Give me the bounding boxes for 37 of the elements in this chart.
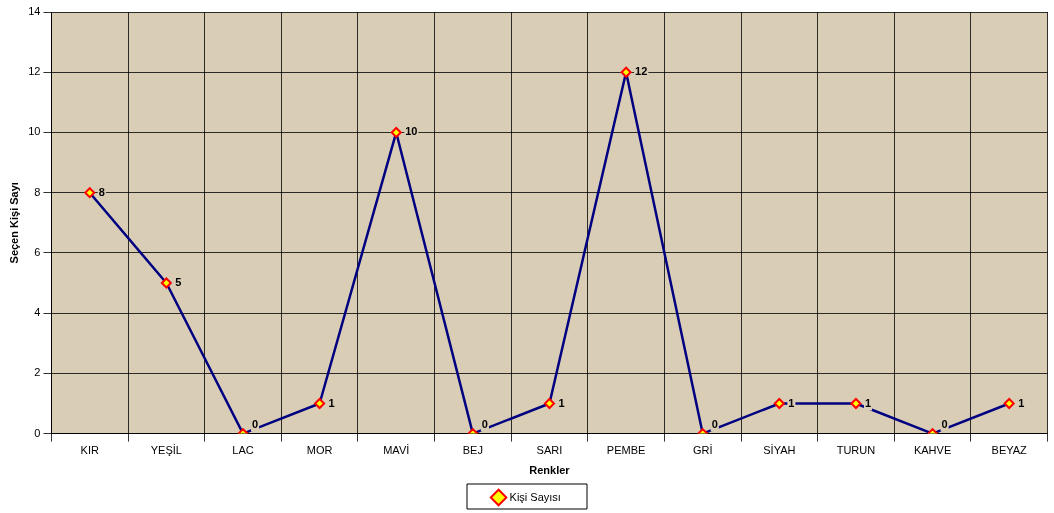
x-tick-label: YEŞİL — [150, 444, 182, 457]
data-label: 8 — [98, 185, 105, 198]
y-tick-label: 6 — [34, 245, 41, 258]
data-label: 0 — [711, 417, 718, 430]
data-label: 1 — [328, 396, 335, 409]
x-tick-label: KAHVE — [913, 444, 952, 457]
y-axis-title: Seçen Kişi Sayı — [7, 182, 20, 264]
data-label: 5 — [175, 276, 182, 289]
x-tick-label: BEYAZ — [991, 444, 1028, 457]
x-tick-label: SİYAH — [763, 444, 796, 457]
y-tick-label: 0 — [34, 426, 41, 439]
data-label: 1 — [864, 396, 872, 409]
legend-label: Kişi Sayısı — [509, 490, 561, 503]
y-tick-label: 2 — [34, 366, 41, 379]
y-tick-label: 14 — [28, 5, 41, 18]
data-label: 0 — [251, 417, 259, 430]
data-label: 1 — [788, 396, 795, 409]
x-tick-label: PEMBE — [606, 444, 646, 457]
y-tick-label: 10 — [28, 125, 41, 138]
x-tick-label: LAC — [232, 444, 254, 457]
x-tick-label: BEJ — [462, 444, 483, 457]
x-axis-title: Renkler — [529, 464, 571, 477]
x-tick-label: MOR — [306, 444, 333, 457]
x-tick-label: SARI — [536, 444, 563, 457]
data-label: 1 — [1018, 396, 1025, 409]
data-label: 0 — [481, 417, 488, 430]
x-tick-label: GRİ — [692, 444, 713, 457]
x-tick-label: TURUN — [836, 444, 876, 457]
data-label: 10 — [405, 125, 418, 138]
data-label: 1 — [558, 396, 565, 409]
y-tick-label: 4 — [34, 306, 41, 319]
y-tick-label: 12 — [28, 65, 41, 78]
y-tick-label: 8 — [34, 185, 41, 198]
x-tick-label: KIR — [80, 444, 99, 457]
data-label: 12 — [635, 65, 648, 78]
x-tick-label: MAVİ — [383, 444, 410, 457]
data-label: 0 — [941, 417, 948, 430]
